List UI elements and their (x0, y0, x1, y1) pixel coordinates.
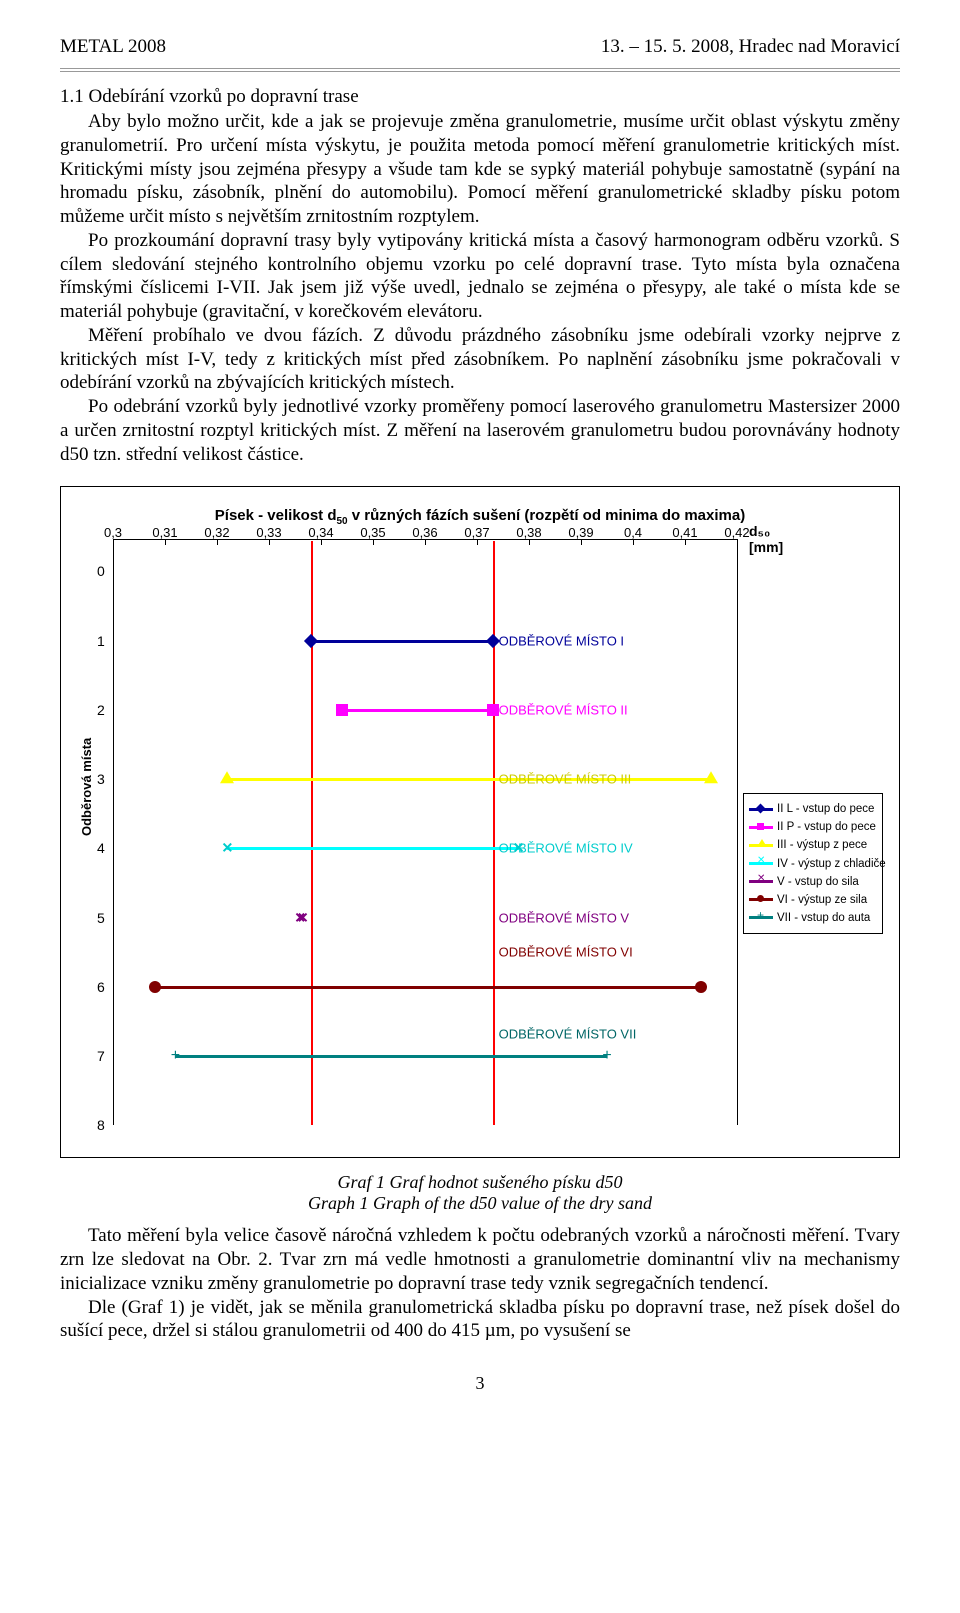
ytick-label: 8 (97, 1117, 105, 1133)
y-axis-label: Odběrová místa (79, 738, 94, 836)
header-rule (60, 68, 900, 69)
series-line (227, 847, 518, 850)
legend-item: ✕IV - výstup z chladiče (749, 856, 877, 872)
xtick-label: 0,34 (308, 525, 333, 540)
series-line (227, 778, 711, 781)
page-number: 3 (60, 1373, 900, 1394)
para-3: Měření probíhalo ve dvou fázích. Z důvod… (60, 324, 900, 395)
ytick-label: 5 (97, 910, 105, 926)
xtick-label: 0,4 (624, 525, 642, 540)
xtick-label: 0,42 (724, 525, 749, 540)
ytick-label: 3 (97, 771, 105, 787)
reference-line (493, 541, 495, 1125)
para-2: Po prozkoumání dopravní trasy byly vytip… (60, 229, 900, 324)
tail-text: Tato měření byla velice časově náročná v… (60, 1224, 900, 1343)
xtick-label: 0,38 (516, 525, 541, 540)
ytick-label: 0 (97, 563, 105, 579)
para-1: Aby bylo možno určit, kde a jak se proje… (60, 110, 900, 229)
header-left: METAL 2008 (60, 36, 166, 58)
series-label: ODBĚROVÉ MÍSTO III (499, 772, 632, 787)
d50-axis-label: d₅₀ [mm] (749, 523, 783, 555)
para-4: Po odebrání vzorků byly jednotlivé vzork… (60, 395, 900, 466)
chart-area: 0,30,310,320,330,340,350,360,370,380,390… (73, 545, 887, 1145)
xtick-label: 0,32 (204, 525, 229, 540)
legend-item: ✕V - vstup do sila (749, 874, 877, 890)
chart: Písek - velikost d50 v různých fázích su… (60, 486, 900, 1158)
legend-item: +VII - vstup do auta (749, 910, 877, 926)
series-label: ODBĚROVÉ MÍSTO IV (499, 841, 633, 856)
series-label: ODBĚROVÉ MÍSTO V (499, 910, 630, 925)
xtick-label: 0,33 (256, 525, 281, 540)
series-line (155, 986, 701, 989)
body-text: Aby bylo možno určit, kde a jak se proje… (60, 110, 900, 466)
series-line (342, 709, 493, 712)
chart-legend: II L - vstup do pece II P - vstup do pece… (743, 793, 883, 934)
ytick-label: 4 (97, 840, 105, 856)
series-label: ODBĚROVÉ MÍSTO VII (499, 1027, 637, 1042)
xtick-label: 0,36 (412, 525, 437, 540)
series-label: ODBĚROVÉ MÍSTO I (499, 633, 624, 648)
ytick-label: 6 (97, 979, 105, 995)
legend-item: II L - vstup do pece (749, 801, 877, 817)
chart-title-post: v různých fázích sušení (rozpětí od mini… (348, 507, 746, 524)
header-rule2 (60, 71, 900, 72)
reference-line (311, 541, 313, 1125)
xtick-label: 0,35 (360, 525, 385, 540)
ytick-label: 1 (97, 633, 105, 649)
section-heading: 1.1 Odebírání vzorků po dopravní trase (60, 86, 900, 108)
series-line (175, 1055, 607, 1058)
legend-item: VI - výstup ze sila (749, 892, 877, 908)
xtick-label: 0,39 (568, 525, 593, 540)
xtick-label: 0,31 (152, 525, 177, 540)
chart-plot: 0,30,310,320,330,340,350,360,370,380,390… (113, 545, 737, 1125)
tail-p1: Tato měření byla velice časově náročná v… (60, 1224, 900, 1295)
xtick-label: 0,3 (104, 525, 122, 540)
caption-en: Graph 1 Graph of the d50 value of the dr… (60, 1193, 900, 1214)
chart-title-sub: 50 (337, 516, 348, 527)
series-line (311, 640, 493, 643)
legend-item: III - výstup z pece (749, 837, 877, 853)
series-label: ODBĚROVÉ MÍSTO VI (499, 945, 633, 960)
chart-title-pre: Písek - velikost d (215, 507, 337, 524)
legend-item: II P - vstup do pece (749, 819, 877, 835)
header-right: 13. – 15. 5. 2008, Hradec nad Moravicí (601, 36, 900, 58)
tail-p2: Dle (Graf 1) je vidět, jak se měnila gra… (60, 1296, 900, 1344)
xtick-label: 0,41 (672, 525, 697, 540)
ytick-label: 2 (97, 702, 105, 718)
xtick-label: 0,37 (464, 525, 489, 540)
series-label: ODBĚROVÉ MÍSTO II (499, 702, 628, 717)
caption-cz: Graf 1 Graf hodnot sušeného písku d50 (60, 1172, 900, 1193)
ytick-label: 7 (97, 1048, 105, 1064)
